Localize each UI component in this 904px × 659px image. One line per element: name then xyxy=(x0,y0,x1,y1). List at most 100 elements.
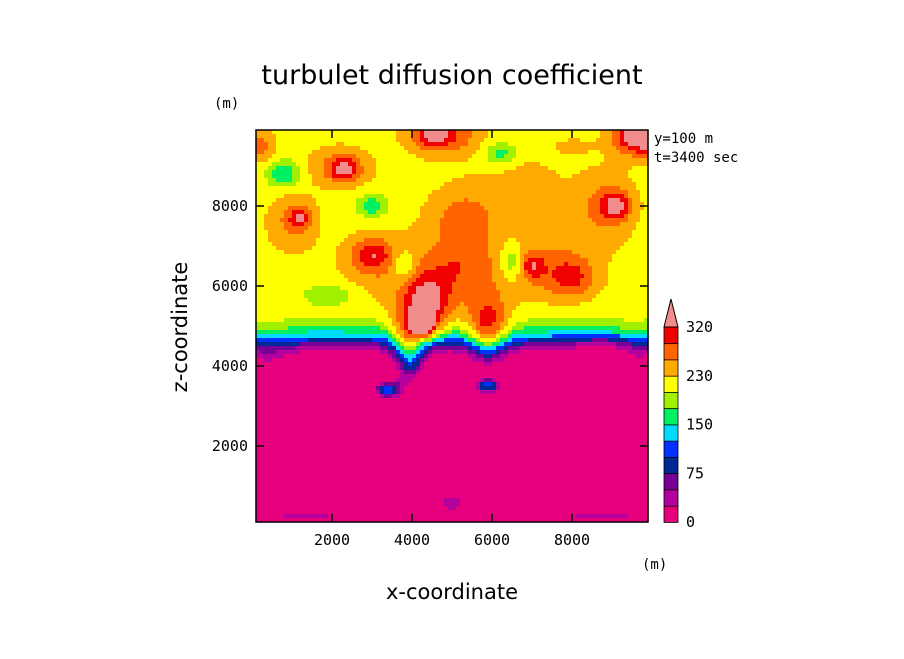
contour-cell xyxy=(620,254,625,259)
contour-cell xyxy=(620,146,625,151)
contour-cell xyxy=(572,214,577,219)
contour-cell xyxy=(396,138,401,143)
contour-cell xyxy=(632,206,637,211)
contour-cell xyxy=(552,326,557,331)
contour-cell xyxy=(540,230,545,235)
contour-cell xyxy=(476,230,481,235)
contour-cell xyxy=(312,306,317,311)
contour-cell xyxy=(536,182,541,187)
contour-cell xyxy=(540,294,545,299)
contour-cell xyxy=(524,290,529,295)
contour-cell xyxy=(384,162,389,167)
contour-cell xyxy=(488,154,493,159)
contour-cell xyxy=(492,194,497,199)
contour-cell xyxy=(632,154,637,159)
contour-cell xyxy=(512,214,517,219)
contour-cell xyxy=(392,234,397,239)
contour-cell xyxy=(360,302,365,307)
contour-cell xyxy=(264,150,269,155)
contour-cell xyxy=(304,262,309,267)
contour-cell xyxy=(484,162,489,167)
contour-cell xyxy=(624,142,629,147)
contour-cell xyxy=(264,278,269,283)
contour-cell xyxy=(524,274,529,279)
contour-cell xyxy=(300,166,305,171)
contour-cell xyxy=(392,246,397,251)
contour-cell xyxy=(548,266,553,271)
contour-cell xyxy=(636,214,641,219)
contour-cell xyxy=(364,202,369,207)
contour-cell xyxy=(304,194,309,199)
contour-cell xyxy=(340,266,345,271)
contour-cell xyxy=(412,130,417,135)
contour-cell xyxy=(456,178,461,183)
contour-cell xyxy=(512,258,517,263)
contour-cell xyxy=(592,310,597,315)
contour-cell xyxy=(296,298,301,303)
contour-cell xyxy=(580,158,585,163)
contour-cell xyxy=(636,182,641,187)
contour-cell xyxy=(500,302,505,307)
contour-cell xyxy=(544,246,549,251)
contour-cell xyxy=(576,130,581,135)
contour-cell xyxy=(268,274,273,279)
contour-cell xyxy=(512,278,517,283)
contour-cell xyxy=(324,226,329,231)
contour-cell xyxy=(428,142,433,147)
contour-cell xyxy=(296,302,301,307)
contour-cell xyxy=(388,230,393,235)
contour-cell xyxy=(292,206,297,211)
contour-cell xyxy=(520,274,525,279)
contour-cell xyxy=(300,130,305,135)
contour-cell xyxy=(608,182,613,187)
contour-cell xyxy=(284,210,289,215)
contour-cell xyxy=(500,174,505,179)
contour-cell xyxy=(600,278,605,283)
contour-cell xyxy=(480,138,485,143)
contour-cell xyxy=(368,306,373,311)
contour-cell xyxy=(540,258,545,263)
contour-cell xyxy=(260,182,265,187)
contour-cell xyxy=(528,178,533,183)
contour-cell xyxy=(300,286,305,291)
contour-cell xyxy=(604,138,609,143)
contour-cell xyxy=(404,186,409,191)
contour-cell xyxy=(616,286,621,291)
contour-cell xyxy=(528,254,533,259)
contour-cell xyxy=(364,286,369,291)
contour-cell xyxy=(620,242,625,247)
contour-cell xyxy=(548,134,553,139)
contour-cell xyxy=(388,134,393,139)
contour-cell xyxy=(636,178,641,183)
contour-cell xyxy=(604,162,609,167)
contour-cell xyxy=(568,194,573,199)
contour-cell xyxy=(300,210,305,215)
contour-cell xyxy=(476,322,481,327)
contour-cell xyxy=(576,266,581,271)
contour-cell xyxy=(536,234,541,239)
contour-cell xyxy=(592,150,597,155)
contour-cell xyxy=(392,166,397,171)
contour-cell xyxy=(564,234,569,239)
contour-cell xyxy=(564,182,569,187)
contour-cell xyxy=(564,150,569,155)
contour-cell xyxy=(644,162,649,167)
contour-cell xyxy=(472,262,477,267)
contour-cell xyxy=(316,306,321,311)
contour-cell xyxy=(424,318,429,323)
contour-cell xyxy=(508,222,513,227)
contour-cell xyxy=(624,174,629,179)
contour-cell xyxy=(356,310,361,315)
contour-cell xyxy=(348,318,353,323)
contour-cell xyxy=(524,330,529,335)
contour-cell xyxy=(644,158,649,163)
contour-cell xyxy=(620,226,625,231)
contour-cell xyxy=(640,270,645,275)
contour-cell xyxy=(492,206,497,211)
contour-cell xyxy=(408,162,413,167)
contour-cell xyxy=(376,322,381,327)
contour-cell xyxy=(460,254,465,259)
contour-cell xyxy=(408,330,413,335)
contour-cell xyxy=(432,326,437,331)
contour-cell xyxy=(292,306,297,311)
